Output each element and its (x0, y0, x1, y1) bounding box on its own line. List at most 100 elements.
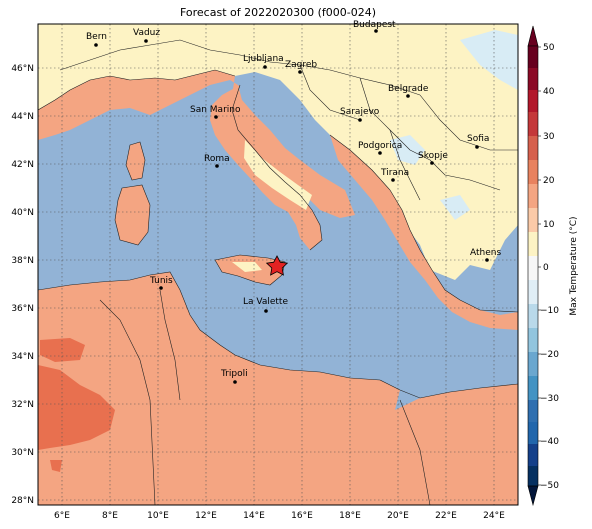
colorbar-tick: 10 (543, 220, 555, 230)
map-title: Forecast of 2022020300 (f000-024) (179, 6, 377, 19)
x-tick: 10°E (147, 511, 169, 521)
city-ljubljana: Ljubljana (243, 54, 284, 69)
colorbar-tick: 0 (543, 263, 549, 273)
city-bern: Bern (86, 32, 107, 47)
city-label: Sarajevo (340, 107, 380, 117)
colorbar-seg (528, 400, 538, 422)
colorbar-seg (528, 136, 538, 160)
sicily-cool (232, 262, 262, 272)
city-label: La Valette (243, 297, 288, 307)
y-tick: 36°N (11, 304, 34, 314)
city-label: Roma (204, 154, 230, 164)
city-zagreb: Zagreb (285, 60, 317, 74)
city-label: Tunis (149, 276, 173, 286)
x-tick: 18°E (339, 511, 361, 521)
balkan-coast (330, 135, 518, 330)
cold-patch-2 (390, 135, 425, 165)
city-san-marino: San Marino (190, 105, 241, 119)
colorbar: 50 40 30 20 10 0 −10 −20 −30 −40 −50 Max… (527, 25, 579, 507)
colorbar-tick: −20 (540, 350, 559, 360)
city-athens: Athens (470, 248, 501, 262)
colorbar-seg (528, 232, 538, 256)
colorbar-label: Max Temperature (°C) (569, 216, 579, 315)
city-label: Athens (470, 248, 501, 258)
colorbar-tick: −50 (540, 481, 559, 491)
colorbar-tick: 20 (543, 176, 555, 186)
colorbar-seg (528, 256, 538, 280)
colorbar-seg (528, 112, 538, 136)
colorbar-seg (528, 352, 538, 376)
africa-hot-1 (38, 365, 115, 450)
y-tick: 28°N (11, 496, 34, 506)
italy-warm (38, 70, 355, 218)
y-tick: 38°N (11, 256, 34, 266)
city-podgorica: Podgorica (358, 141, 402, 155)
colorbar-seg (528, 160, 538, 184)
city-sofia: Sofia (467, 134, 489, 149)
x-tick: 20°E (387, 511, 409, 521)
colorbar-seg (528, 328, 538, 352)
city-vaduz: Vaduz (133, 28, 160, 43)
colorbar-seg (528, 280, 538, 304)
city-label: Belgrade (388, 84, 429, 94)
y-tick: 40°N (11, 208, 34, 218)
x-tick: 16°E (291, 511, 313, 521)
y-tick: 32°N (11, 400, 34, 410)
colorbar-seg (528, 466, 538, 486)
x-tick: 6°E (54, 511, 70, 521)
city-roma: Roma (204, 154, 230, 168)
x-tick: 24°E (483, 511, 505, 521)
colorbar-tick: 40 (543, 87, 555, 97)
city-skopje: Skopje (418, 151, 448, 165)
y-tick: 30°N (11, 448, 34, 458)
x-axis-ticks: 6°E 8°E 10°E 12°E 14°E 16°E 18°E 20°E 22… (54, 511, 505, 521)
city-belgrade: Belgrade (388, 84, 429, 98)
africa-hot-3 (50, 460, 62, 472)
city-label: Tirana (380, 168, 409, 178)
corsica (126, 142, 145, 180)
y-axis-ticks: 46°N 44°N 42°N 40°N 38°N 36°N 34°N 32°N … (11, 64, 34, 506)
city-label: Tripoli (220, 369, 248, 379)
colorbar-seg (528, 184, 538, 208)
city-label: Podgorica (358, 141, 402, 151)
x-tick: 14°E (243, 511, 265, 521)
city-label: Skopje (418, 151, 448, 161)
colorbar-tick: −40 (540, 437, 559, 447)
map-frame (37, 23, 519, 506)
colorbar-tick: −10 (540, 306, 559, 316)
colorbar-tick: −30 (540, 394, 559, 404)
city-budapest: Budapest (353, 20, 396, 33)
y-tick: 34°N (11, 352, 34, 362)
colorbar-seg (528, 208, 538, 232)
city-label: Vaduz (133, 28, 160, 38)
country-borders (38, 39, 518, 505)
x-tick: 12°E (195, 511, 217, 521)
colorbar-seg (528, 376, 538, 400)
colorbar-seg (528, 90, 538, 112)
city-label: Bern (86, 32, 107, 42)
city-la-valette: La Valette (243, 297, 288, 313)
city-label: Zagreb (285, 60, 317, 70)
y-tick: 42°N (11, 160, 34, 170)
colorbar-seg (528, 68, 538, 90)
cold-patch-1 (460, 30, 518, 90)
sardinia (115, 185, 150, 245)
graticule (38, 24, 518, 505)
city-label: Budapest (353, 20, 396, 30)
city-tirana: Tirana (380, 168, 409, 182)
cold-patch-3 (440, 195, 470, 220)
city-markers: Bern Vaduz Budapest Ljubljana Zagreb Bel… (86, 20, 501, 384)
forecast-location-star-icon (265, 255, 289, 276)
y-tick: 46°N (11, 64, 34, 74)
colorbar-tick: 50 (543, 43, 555, 53)
city-tunis: Tunis (149, 276, 173, 290)
city-label: Sofia (467, 134, 489, 144)
colorbar-seg (528, 304, 538, 328)
colorbar-seg (528, 46, 538, 68)
city-sarajevo: Sarajevo (340, 107, 380, 122)
colorbar-bottom-arrow (527, 485, 539, 507)
colorbar-seg (528, 422, 538, 444)
colorbar-top-arrow (527, 25, 539, 47)
north-africa (38, 272, 518, 505)
